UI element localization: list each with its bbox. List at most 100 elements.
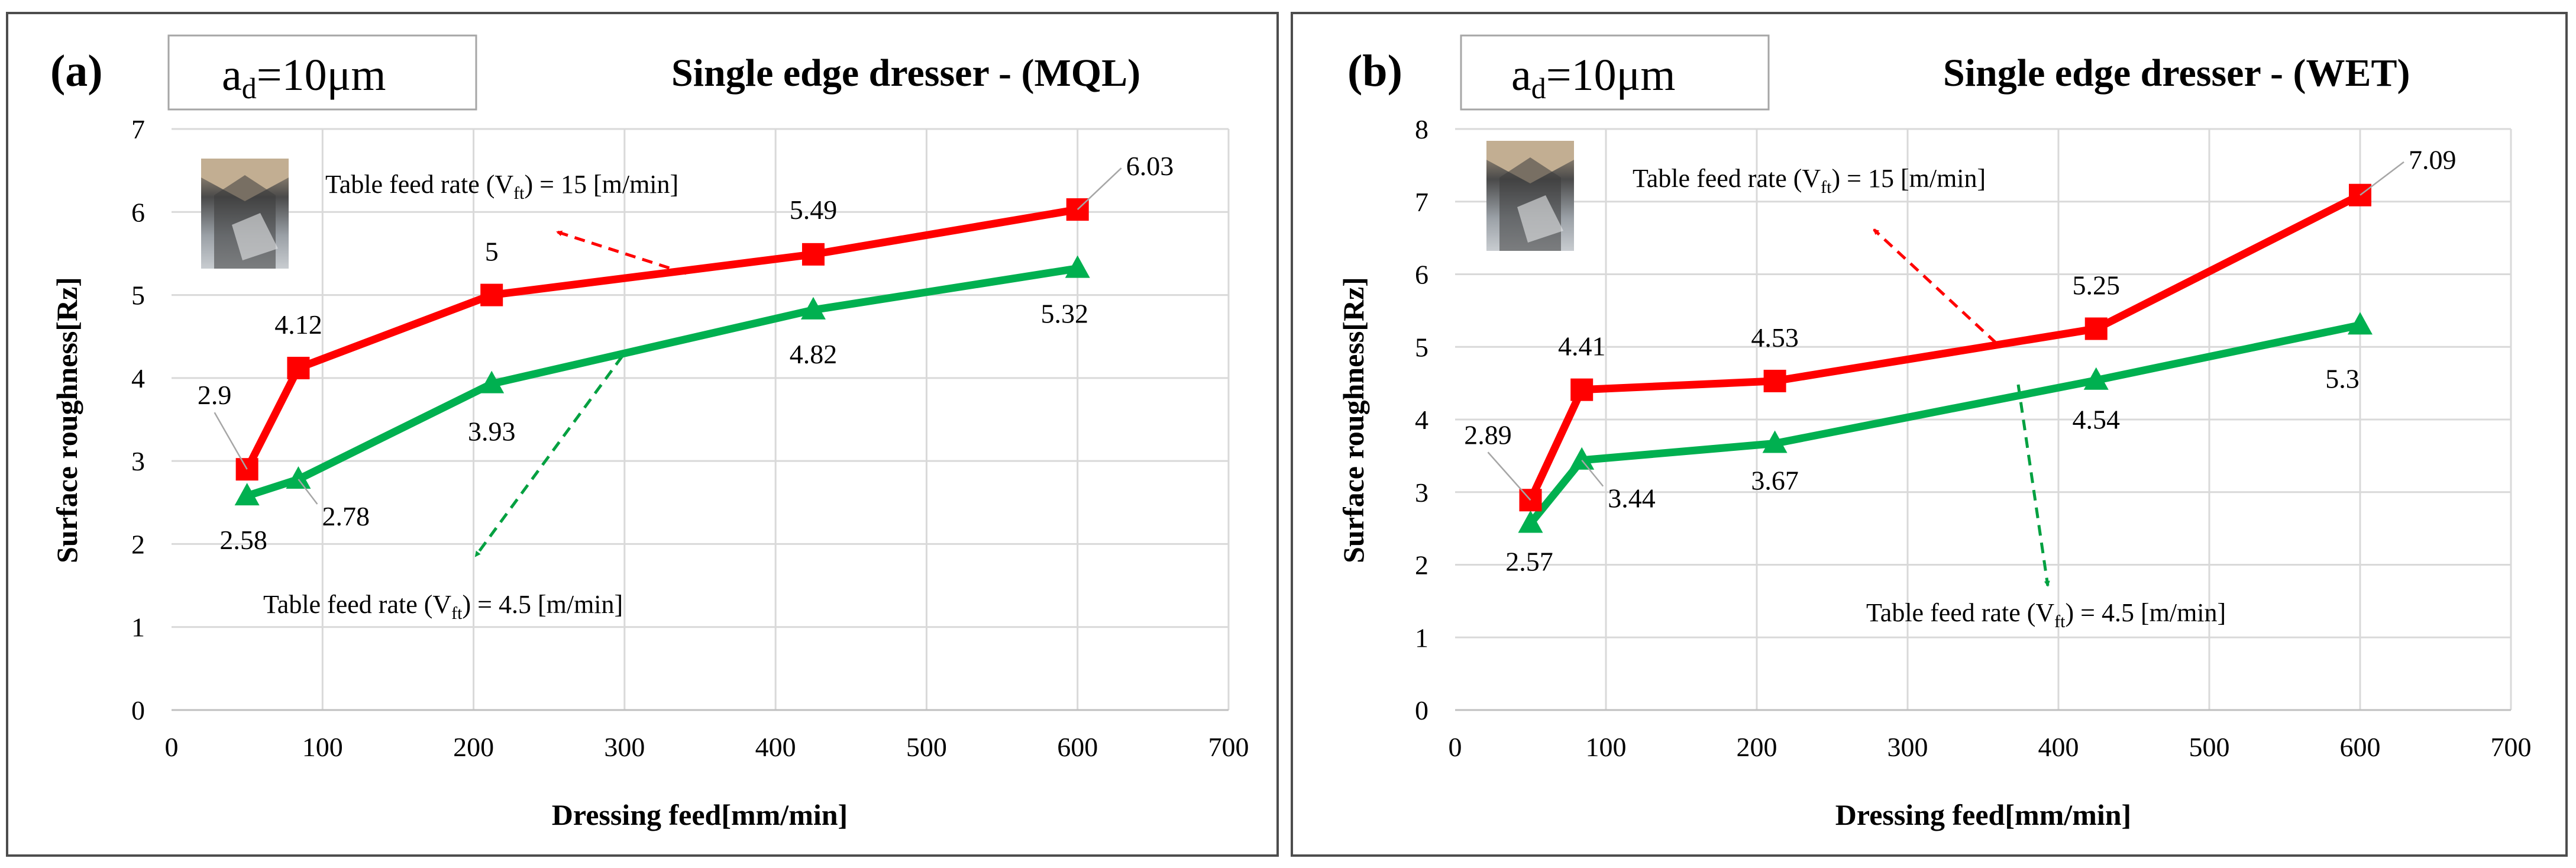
panel-a-y-tick-label: 3: [131, 446, 145, 476]
panel-b-y-ticks: 0 1 2 3 4 5 6 7 8: [1415, 114, 1428, 725]
panel-b-red-annotation-arrow: [1873, 228, 1998, 344]
panel-b-y-tick-label: 4: [1415, 405, 1428, 435]
panel-b-red-marker: [1570, 378, 1594, 401]
panel-a-data-labels: 2.9 4.12 5 5.49 6.03 2.58 2.78 3.93 4.82 5.32: [198, 151, 1174, 555]
panel-b-green-annotation: Table feed rate (Vft) = 4.5 [m/min]: [1866, 598, 2226, 631]
panel-a-x-tick-label: 700: [1208, 732, 1249, 762]
panel-b-x-tick-label: 0: [1449, 732, 1462, 762]
panel-b-series: [1518, 183, 2373, 533]
panel-b-label-leader: [1581, 459, 1604, 487]
panel-b-y-tick-label: 2: [1415, 550, 1428, 580]
panel-a-title: Single edge dresser - (MQL): [671, 51, 1140, 95]
panel-a-series: [234, 198, 1090, 506]
panel-b-param-box: [1460, 34, 1770, 111]
panel-b-x-tick-label: 100: [1586, 732, 1627, 762]
panel-a-x-tick-label: 200: [453, 732, 494, 762]
panel-b-data-label: 3.44: [1608, 483, 1656, 514]
panel-a-green-marker: [1065, 255, 1090, 278]
panel-a-x-tick-label: 300: [604, 732, 645, 762]
panel-b-y-axis-label: Surface roughness[Rz]: [1337, 277, 1370, 563]
panel-b-label-leader: [2360, 161, 2404, 196]
panel-b-x-tick-label: 500: [2189, 732, 2230, 762]
panel-a-label-leader: [298, 479, 318, 505]
panel-a-y-tick-label: 1: [131, 612, 145, 643]
panel-b-x-axis-label: Dressing feed[mm/min]: [1835, 798, 2131, 831]
panel-b-y-tick-label: 6: [1415, 260, 1428, 290]
panel-a-y-axis-label: Surface roughness[Rz]: [50, 277, 83, 563]
panel-b-red-marker: [1763, 369, 1786, 392]
panel-b-y-tick-label: 3: [1415, 477, 1428, 508]
panel-a-x-tick-label: 400: [755, 732, 796, 762]
panel-b-param-text: ad=10μm: [1511, 50, 1675, 105]
panel-b-label-leader: [1487, 451, 1531, 501]
panel-b-red-annotation: Table feed rate (Vft) = 15 [m/min]: [1633, 164, 1986, 197]
panel-b-y-tick-label: 5: [1415, 332, 1428, 362]
panel-b-green-marker: [1518, 510, 1543, 533]
panel-a-x-axis-label: Dressing feed[mm/min]: [552, 798, 848, 831]
panel-a-green-marker: [286, 466, 311, 489]
panel-a-y-tick-label: 0: [131, 695, 145, 725]
panel-b-x-tick-label: 300: [1887, 732, 1928, 762]
panel-b-x-tick-label: 400: [2038, 732, 2079, 762]
panel-a-data-label: 2.78: [322, 501, 370, 531]
panel-a-x-tick-label: 500: [906, 732, 947, 762]
panel-a-data-label: 2.9: [198, 380, 232, 410]
panel-a-data-label: 6.03: [1126, 151, 1174, 181]
panel-a-y-ticks: 0 1 2 3 4 5 6 7: [131, 114, 145, 725]
panel-b-label: (b): [1347, 46, 1402, 96]
panel-b-data-labels: 2.89 4.41 4.53 5.25 7.09 2.57 3.44 3.67 4.54 5.3: [1464, 145, 2456, 577]
panel-b-data-label: 4.41: [1558, 331, 1606, 362]
panel-a-param-text: ad=10μm: [222, 50, 386, 105]
panel-a-label-leader: [1077, 167, 1122, 210]
panel-b-y-tick-label: 8: [1415, 114, 1428, 144]
panel-a-param-box: [167, 34, 477, 111]
panel-a-red-annotation-arrow: [556, 230, 687, 275]
panel-a-y-tick-label: 6: [131, 197, 145, 227]
panel-a-y-tick-label: 7: [131, 114, 145, 144]
panel-b-gridlines: [1455, 128, 2512, 710]
panel-a-data-label: 5.49: [790, 195, 838, 225]
panel-a: (a) ad=10μm Single edge dresser - (MQL) …: [6, 12, 1279, 857]
panel-a-data-label: 3.93: [468, 417, 516, 447]
panel-a-red-annotation: Table feed rate (Vft) = 15 [m/min]: [325, 170, 678, 203]
panel-b-green-annotation-arrow: [2016, 384, 2050, 587]
panel-b-data-label: 7.09: [2409, 145, 2457, 175]
panel-b-data-label: 5.25: [2073, 270, 2121, 301]
panel-a-green-marker: [479, 370, 505, 393]
panel-a-gridlines: [172, 128, 1230, 710]
panel-b-x-tick-label: 700: [2491, 732, 2532, 762]
panel-b-data-label: 3.67: [1751, 466, 1799, 496]
panel-a-data-label: 4.12: [274, 309, 322, 340]
panel-a-y-tick-label: 4: [131, 363, 145, 393]
panel-b-green-marker: [1762, 430, 1788, 453]
panel-b-x-tick-label: 200: [1737, 732, 1777, 762]
panel-a-red-marker: [480, 283, 503, 306]
panel-a-data-label: 2.58: [219, 525, 267, 555]
panel-a-label-leader: [214, 412, 248, 470]
panel-b-green-marker: [1569, 447, 1595, 470]
panel-a-x-tick-label: 0: [165, 732, 179, 762]
panel-a-x-tick-label: 600: [1057, 732, 1098, 762]
panel-a-red-marker: [287, 357, 310, 380]
panel-b-x-ticks: 0 100 200 300 400 500 600 700: [1449, 732, 2532, 762]
panel-a-data-label: 5: [485, 237, 499, 267]
panel-a-dresser-photo: [201, 159, 289, 269]
panel-a-y-tick-label: 5: [131, 280, 145, 311]
panel-a-green-annotation-arrow: [474, 355, 624, 557]
panel-a-x-tick-label: 100: [302, 732, 343, 762]
panel-b-y-tick-label: 1: [1415, 622, 1428, 653]
panel-a-data-label: 4.82: [790, 339, 838, 369]
panel-b: (b) ad=10μm Single edge dresser - (WET) …: [1291, 12, 2568, 857]
panel-b-data-label: 4.54: [2073, 405, 2121, 435]
panel-b-title: Single edge dresser - (WET): [1943, 51, 2410, 95]
panel-a-green-marker: [234, 483, 260, 506]
panel-b-green-marker: [2083, 367, 2109, 390]
panel-b-green-marker: [2348, 312, 2373, 335]
panel-a-red-marker: [801, 243, 825, 266]
panel-b-dresser-photo: [1486, 141, 1574, 251]
panel-b-data-label: 2.89: [1464, 420, 1512, 450]
panel-a-x-ticks: 0 100 200 300 400 500 600 700: [165, 732, 1249, 762]
panel-b-y-tick-label: 0: [1415, 695, 1428, 725]
panel-b-x-tick-label: 600: [2340, 732, 2381, 762]
